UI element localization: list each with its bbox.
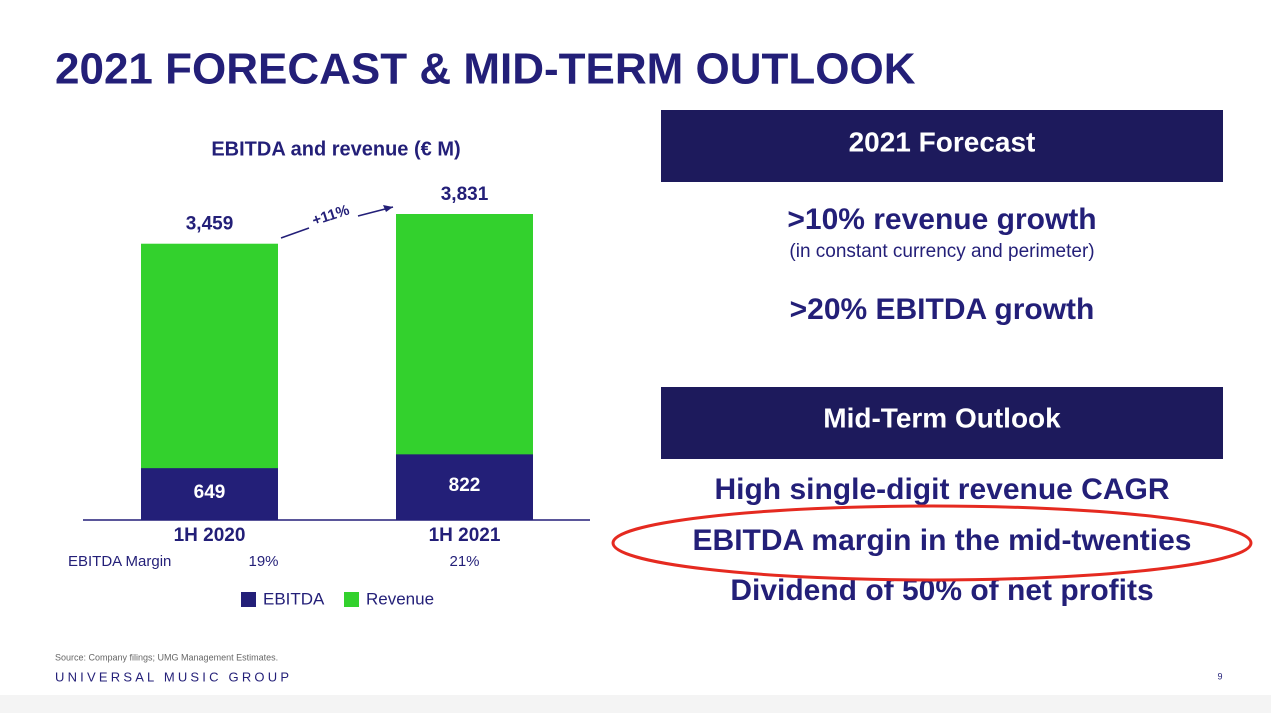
outlook-item: EBITDA margin in the mid-twenties bbox=[693, 524, 1192, 557]
page-number: 9 bbox=[1217, 671, 1222, 681]
value-label: 3,459 bbox=[186, 214, 234, 235]
growth-annotation: +11% bbox=[310, 202, 351, 230]
forecast-item: >10% revenue growth bbox=[787, 203, 1096, 236]
legend-label: Revenue bbox=[366, 589, 434, 608]
forecast-note: (in constant currency and perimeter) bbox=[789, 241, 1094, 262]
source-note: Source: Company filings; UMG Management … bbox=[55, 652, 278, 662]
outlook-item: High single-digit revenue CAGR bbox=[714, 473, 1169, 506]
legend-swatch bbox=[241, 592, 256, 607]
bottom-strip bbox=[0, 695, 1271, 713]
outlook-box bbox=[661, 387, 1223, 459]
legend-label: EBITDA bbox=[263, 589, 325, 608]
legend-swatch bbox=[344, 592, 359, 607]
margin-value: 21% bbox=[449, 553, 479, 570]
forecast-box bbox=[661, 110, 1223, 182]
arrow-head bbox=[383, 205, 393, 212]
value-label: 3,831 bbox=[441, 184, 489, 205]
chart-title: EBITDA and revenue (€ M) bbox=[211, 138, 460, 160]
forecast-heading: 2021 Forecast bbox=[849, 126, 1036, 157]
bar bbox=[396, 454, 533, 520]
value-label: 649 bbox=[194, 482, 226, 503]
brand: UNIVERSAL MUSIC GROUP bbox=[55, 669, 292, 684]
margin-value: 19% bbox=[248, 553, 278, 570]
x-tick-label: 1H 2021 bbox=[429, 525, 501, 546]
arrow-line bbox=[280, 227, 310, 239]
margin-label: EBITDA Margin bbox=[68, 553, 171, 570]
forecast-item: >20% EBITDA growth bbox=[790, 293, 1095, 326]
x-tick-label: 1H 2020 bbox=[174, 525, 246, 546]
outlook-heading: Mid-Term Outlook bbox=[823, 402, 1061, 433]
bar bbox=[141, 468, 278, 520]
slide-title: 2021 FORECAST & MID-TERM OUTLOOK bbox=[55, 45, 916, 94]
highlight-ellipse bbox=[611, 504, 1253, 582]
value-label: 822 bbox=[449, 475, 481, 496]
